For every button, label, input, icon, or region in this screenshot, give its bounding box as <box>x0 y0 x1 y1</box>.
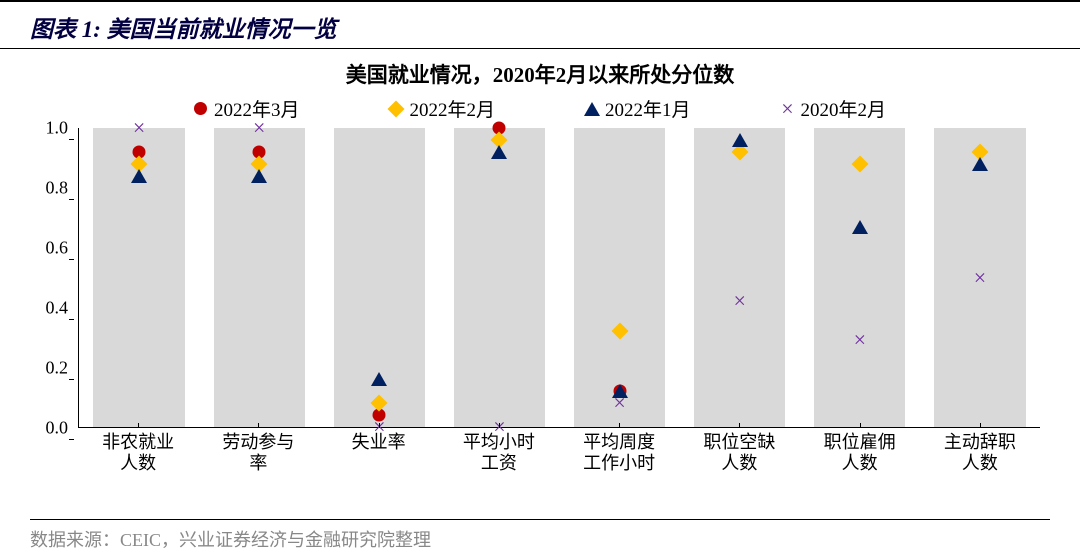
chart-title: 美国就业情况，2020年2月以来所处分位数 <box>30 59 1050 89</box>
legend-item: × 2020年2月 <box>781 95 887 122</box>
legend-label: 2022年2月 <box>409 95 495 122</box>
x-tick-label: 非农就业人数 <box>78 428 198 468</box>
y-tick-label: 0.0 <box>46 418 69 439</box>
x-tick-label: 职位空缺人数 <box>679 428 799 468</box>
data-point-triangle <box>732 133 748 147</box>
data-point-triangle <box>972 157 988 171</box>
legend-item: 2022年1月 <box>585 95 691 122</box>
background-bar <box>454 128 545 427</box>
category-column: × <box>800 128 920 427</box>
chart-legend: 2022年3月 2022年2月 2022年1月 × 2020年2月 <box>30 95 1050 122</box>
data-point-triangle <box>251 169 267 183</box>
legend-label: 2022年1月 <box>605 95 691 122</box>
x-tick-label: 失业率 <box>319 428 439 468</box>
data-point-triangle <box>852 220 868 234</box>
x-tick-label: 主动辞职人数 <box>920 428 1040 468</box>
y-tick-label: 0.8 <box>46 178 69 199</box>
x-tick-label: 平均周度工作小时 <box>559 428 679 468</box>
background-bar <box>574 128 665 427</box>
y-tick-label: 0.4 <box>46 298 69 319</box>
y-axis: 0.00.20.40.60.81.0 <box>30 128 74 428</box>
x-icon: × <box>781 102 795 116</box>
legend-item: 2022年2月 <box>389 95 495 122</box>
y-tick-label: 1.0 <box>46 118 69 139</box>
y-tick-label: 0.2 <box>46 358 69 379</box>
x-axis-labels: 非农就业人数劳动参与率失业率平均小时工资平均周度工作小时职位空缺人数职位雇佣人数… <box>78 428 1040 468</box>
triangle-icon <box>585 102 599 116</box>
y-tick-label: 0.6 <box>46 238 69 259</box>
category-column: × <box>79 128 199 427</box>
category-column: × <box>319 128 439 427</box>
legend-item: 2022年3月 <box>194 95 300 122</box>
plot-grid: ×××××××× <box>78 128 1040 428</box>
circle-icon <box>194 102 208 116</box>
category-bars: ×××××××× <box>79 128 1040 427</box>
x-tick-label: 平均小时工资 <box>439 428 559 468</box>
figure-footer: 数据来源：CEIC，兴业证券经济与金融研究院整理 <box>30 519 1050 552</box>
chart-container: 美国就业情况，2020年2月以来所处分位数 2022年3月2022年2月2022… <box>0 49 1080 468</box>
x-tick-label: 职位雇佣人数 <box>800 428 920 468</box>
category-column: × <box>560 128 680 427</box>
data-point-triangle <box>371 372 387 386</box>
x-tick-label: 劳动参与率 <box>198 428 318 468</box>
category-column: × <box>439 128 559 427</box>
figure-header: 图表 1: 美国当前就业情况一览 <box>0 0 1080 49</box>
data-point-triangle <box>491 145 507 159</box>
background-bar <box>814 128 905 427</box>
figure-header-title: 图表 1: 美国当前就业情况一览 <box>30 10 1050 44</box>
category-column: × <box>680 128 800 427</box>
legend-label: 2020年2月 <box>801 95 887 122</box>
diamond-icon <box>389 102 403 116</box>
data-point-triangle <box>131 169 147 183</box>
background-bar <box>694 128 785 427</box>
category-column: × <box>920 128 1040 427</box>
data-source-text: 数据来源：CEIC，兴业证券经济与金融研究院整理 <box>30 530 431 550</box>
category-column: × <box>199 128 319 427</box>
plot-area: 0.00.20.40.60.81.0 ×××××××× 非农就业人数劳动参与率失… <box>78 128 1040 468</box>
